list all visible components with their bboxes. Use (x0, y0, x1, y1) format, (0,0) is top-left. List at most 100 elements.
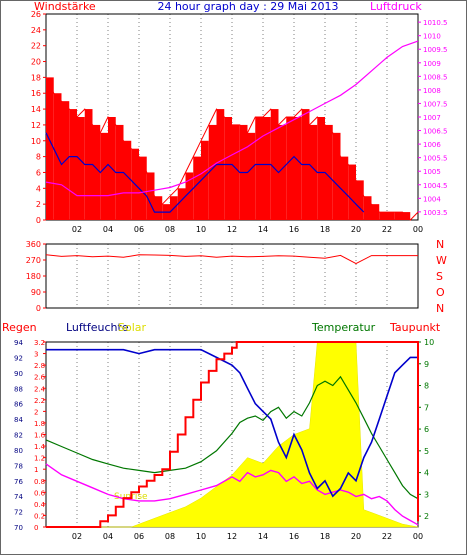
temp-ytick-7: 7 (424, 403, 429, 412)
compass-label-2: S (436, 270, 443, 283)
wind-bar (340, 156, 349, 220)
wind-bar (278, 124, 287, 220)
pressure-axis-label: Luftdruck (370, 0, 422, 13)
humidity-ytick-70: 70 (14, 524, 23, 532)
weather-xtick-06: 06 (134, 532, 144, 541)
wind-bar (294, 117, 302, 220)
wind-ytick-14: 14 (31, 105, 41, 114)
wind-axis-label: Windstärke (34, 0, 96, 13)
pressure-ytick-1008.5: 1008.5 (423, 73, 448, 81)
dewpoint-label: Taupunkt (389, 321, 441, 334)
wind-xtick-12: 12 (227, 225, 237, 234)
pressure-ytick-1007: 1007 (423, 114, 441, 122)
weather-xtick-00: 00 (413, 532, 423, 541)
rain-ytick-3: 3 (34, 351, 38, 359)
wind-ytick-8: 8 (36, 153, 41, 162)
wind-ytick-16: 16 (31, 89, 41, 98)
rain-ytick-0.2: 0.2 (34, 512, 45, 520)
wind-xtick-18: 18 (320, 225, 330, 234)
wind-ytick-12: 12 (31, 121, 41, 130)
rain-line (46, 341, 419, 528)
wind-xtick-02: 02 (72, 225, 82, 234)
rain-ytick-2.8: 2.8 (34, 362, 45, 370)
wind-bar (177, 188, 186, 220)
wind-bar (387, 212, 395, 220)
chart-title: 24 hour graph day : 29 Mai 2013 (157, 0, 338, 13)
pressure-ytick-1007.5: 1007.5 (423, 100, 448, 108)
humidity-ytick-92: 92 (14, 354, 23, 362)
weather-xtick-04: 04 (103, 532, 113, 541)
wind-ytick-20: 20 (31, 58, 41, 67)
weather-xtick-12: 12 (227, 532, 237, 541)
wind-ytick-18: 18 (31, 73, 41, 82)
wind-ytick-2: 2 (36, 200, 41, 209)
temp-ytick-8: 8 (424, 382, 429, 391)
wind-bar (154, 196, 163, 220)
pressure-ytick-1008: 1008 (423, 87, 441, 95)
wind-bar (356, 180, 364, 220)
humidity-ytick-88: 88 (14, 385, 23, 393)
wind-xtick-20: 20 (351, 225, 361, 234)
wind-bar (232, 124, 240, 220)
weather-xtick-10: 10 (196, 532, 206, 541)
wind-ytick-24: 24 (31, 26, 41, 35)
wind-ytick-0: 0 (36, 216, 41, 225)
wind-bar (332, 132, 341, 220)
temperature-label: Temperatur (311, 321, 376, 334)
compass-label-0: N (436, 238, 444, 251)
weather-xtick-18: 18 (320, 532, 330, 541)
pressure-ytick-1009.5: 1009.5 (423, 46, 448, 54)
humidity-ytick-94: 94 (14, 339, 23, 347)
wind-xtick-22: 22 (382, 225, 392, 234)
rain-ytick-2.6: 2.6 (34, 374, 46, 382)
wind-xtick-10: 10 (196, 225, 206, 234)
wind-line (45, 77, 419, 221)
wind-bar (208, 124, 217, 220)
humidity-ytick-86: 86 (14, 401, 23, 409)
pressure-ytick-1005.5: 1005.5 (423, 155, 448, 163)
wind-xtick-04: 04 (103, 225, 113, 234)
humidity-ytick-90: 90 (14, 370, 23, 378)
temp-ytick-2: 2 (424, 512, 429, 521)
weather-xtick-22: 22 (382, 532, 392, 541)
temp-ytick-3: 3 (424, 490, 429, 499)
wind-bar (255, 117, 263, 220)
rain-ytick-0.8: 0.8 (34, 478, 45, 486)
dir-ytick-360: 360 (26, 240, 41, 249)
temp-ytick-10: 10 (424, 338, 434, 347)
wind-bar (363, 196, 372, 220)
wind-bar (371, 204, 380, 220)
pressure-ytick-1004: 1004 (423, 195, 441, 203)
wind-bar (146, 172, 155, 220)
pressure-ytick-1003.5: 1003.5 (423, 209, 448, 217)
wind-bar (379, 212, 387, 220)
wind-bar (263, 117, 271, 220)
wind-bar (139, 156, 147, 220)
wind-bar (77, 117, 85, 220)
wind-avg-line (45, 132, 365, 213)
wind-bar (224, 117, 232, 220)
compass-label-3: O (436, 286, 445, 299)
weather-xtick-08: 08 (165, 532, 175, 541)
pressure-ytick-1009: 1009 (423, 60, 441, 68)
wind-xtick-00: 00 (413, 225, 423, 234)
rain-ytick-1.8: 1.8 (34, 420, 45, 428)
wind-xtick-16: 16 (289, 225, 299, 234)
wind-bar (247, 132, 256, 220)
wind-xtick-06: 06 (134, 225, 144, 234)
wind-bar (100, 132, 108, 220)
direction-line (45, 254, 418, 265)
dewpoint-line (45, 463, 419, 526)
humidity-line (46, 348, 418, 498)
rain-ytick-1: 1 (34, 466, 38, 474)
wind-bar (46, 77, 54, 220)
temp-ytick-9: 9 (424, 360, 429, 369)
pressure-ytick-1010.5: 1010.5 (423, 19, 448, 27)
wind-bar (193, 156, 201, 220)
temp-ytick-6: 6 (424, 425, 429, 434)
rain-ytick-0.6: 0.6 (34, 489, 46, 497)
humidity-ytick-76: 76 (14, 478, 23, 486)
temp-ytick-4: 4 (424, 469, 429, 478)
wind-bar (201, 140, 209, 220)
